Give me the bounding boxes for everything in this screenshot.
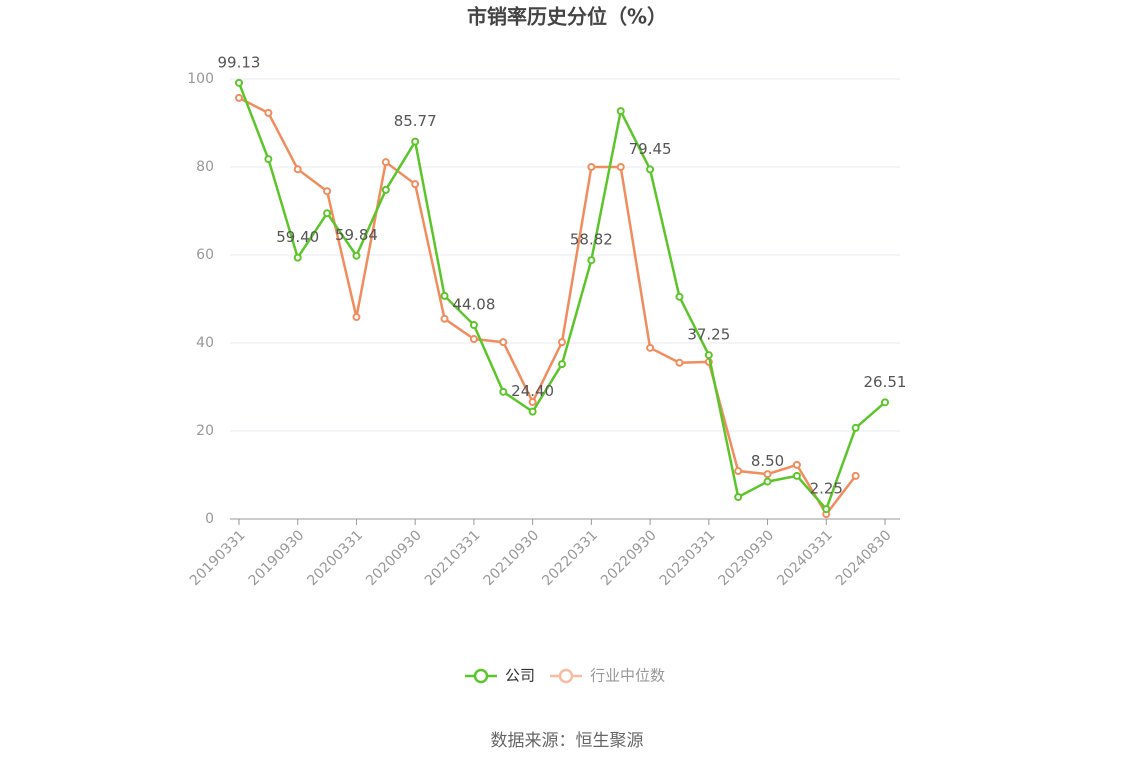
legend-item: 公司 — [465, 667, 535, 685]
data-label: 2.25 — [810, 480, 843, 498]
data-label: 59.40 — [276, 228, 319, 246]
data-point — [616, 163, 625, 171]
data-point — [792, 460, 801, 469]
x-tick-label: 20190331 — [187, 527, 249, 589]
x-tick-label: 20200331 — [304, 527, 366, 589]
data-point — [264, 155, 273, 164]
x-tick-label: 20190930 — [246, 527, 308, 589]
data-label: 79.45 — [629, 140, 672, 158]
chart-title: 市销率历史分位（%） — [467, 5, 667, 29]
data-point — [323, 187, 332, 196]
data-point — [558, 360, 566, 369]
data-point — [675, 358, 684, 367]
data-point — [323, 209, 332, 218]
data-point — [440, 314, 449, 323]
data-point — [499, 387, 508, 396]
x-tick-label: 20240830 — [833, 527, 895, 589]
data-point — [851, 423, 860, 432]
y-tick-label: 60 — [196, 247, 214, 263]
x-tick-label: 20200930 — [363, 527, 425, 589]
data-point — [528, 407, 537, 416]
y-tick-label: 40 — [196, 335, 214, 351]
series-line — [237, 82, 886, 512]
data-label: 26.51 — [864, 373, 907, 391]
data-point — [851, 471, 860, 480]
data-point — [440, 291, 449, 300]
legend-item: 行业中位数 — [550, 667, 665, 685]
legend-marker — [558, 668, 574, 684]
data-label: 37.25 — [687, 326, 730, 344]
y-tick-label: 20 — [196, 423, 214, 439]
data-point — [822, 505, 831, 514]
data-point — [616, 107, 625, 116]
data-point — [411, 180, 420, 189]
data-point — [704, 351, 713, 360]
data-point — [734, 493, 743, 501]
data-label: 24.40 — [511, 382, 554, 400]
source-note: 数据来源：恒生聚源 — [491, 731, 644, 751]
data-point — [352, 251, 361, 260]
data-point — [675, 292, 684, 301]
data-point — [411, 137, 420, 146]
data-point — [528, 397, 537, 406]
data-point — [587, 256, 596, 265]
data-label: 8.50 — [751, 452, 784, 470]
data-point — [352, 313, 361, 322]
x-tick-label: 20230331 — [657, 527, 719, 589]
data-point — [469, 321, 478, 330]
data-label: 44.08 — [452, 296, 495, 314]
x-tick-label: 20220331 — [539, 527, 601, 589]
y-tick-label: 0 — [205, 511, 214, 527]
data-point — [264, 108, 273, 117]
legend-label: 公司 — [505, 667, 535, 685]
data-point — [558, 338, 566, 347]
data-point — [469, 335, 478, 344]
x-tick-label: 20240331 — [774, 527, 836, 589]
legend-label: 行业中位数 — [590, 667, 665, 685]
data-label: 59.84 — [335, 226, 378, 244]
data-label: 85.77 — [394, 112, 437, 130]
data-label: 99.13 — [218, 53, 261, 71]
data-point — [235, 78, 243, 87]
data-point — [293, 165, 302, 174]
data-point — [734, 467, 743, 476]
data-point — [792, 471, 801, 480]
data-point — [646, 165, 655, 174]
data-point — [646, 343, 655, 352]
data-point — [587, 163, 596, 171]
data-point — [293, 253, 302, 262]
y-tick-label: 100 — [187, 71, 214, 87]
x-tick-label: 20230930 — [715, 527, 777, 589]
legend-marker — [473, 668, 489, 684]
data-point — [381, 158, 390, 167]
series-line — [238, 96, 857, 517]
data-point — [763, 470, 772, 479]
data-point — [881, 398, 889, 407]
y-tick-label: 80 — [196, 159, 214, 175]
data-point — [763, 477, 772, 486]
data-point — [235, 93, 243, 102]
data-label: 58.82 — [570, 231, 613, 249]
x-tick-label: 20220930 — [598, 527, 660, 589]
x-tick-label: 20210930 — [481, 527, 543, 589]
x-tick-label: 20210331 — [422, 527, 484, 589]
data-point — [381, 185, 390, 194]
data-point — [499, 338, 508, 347]
